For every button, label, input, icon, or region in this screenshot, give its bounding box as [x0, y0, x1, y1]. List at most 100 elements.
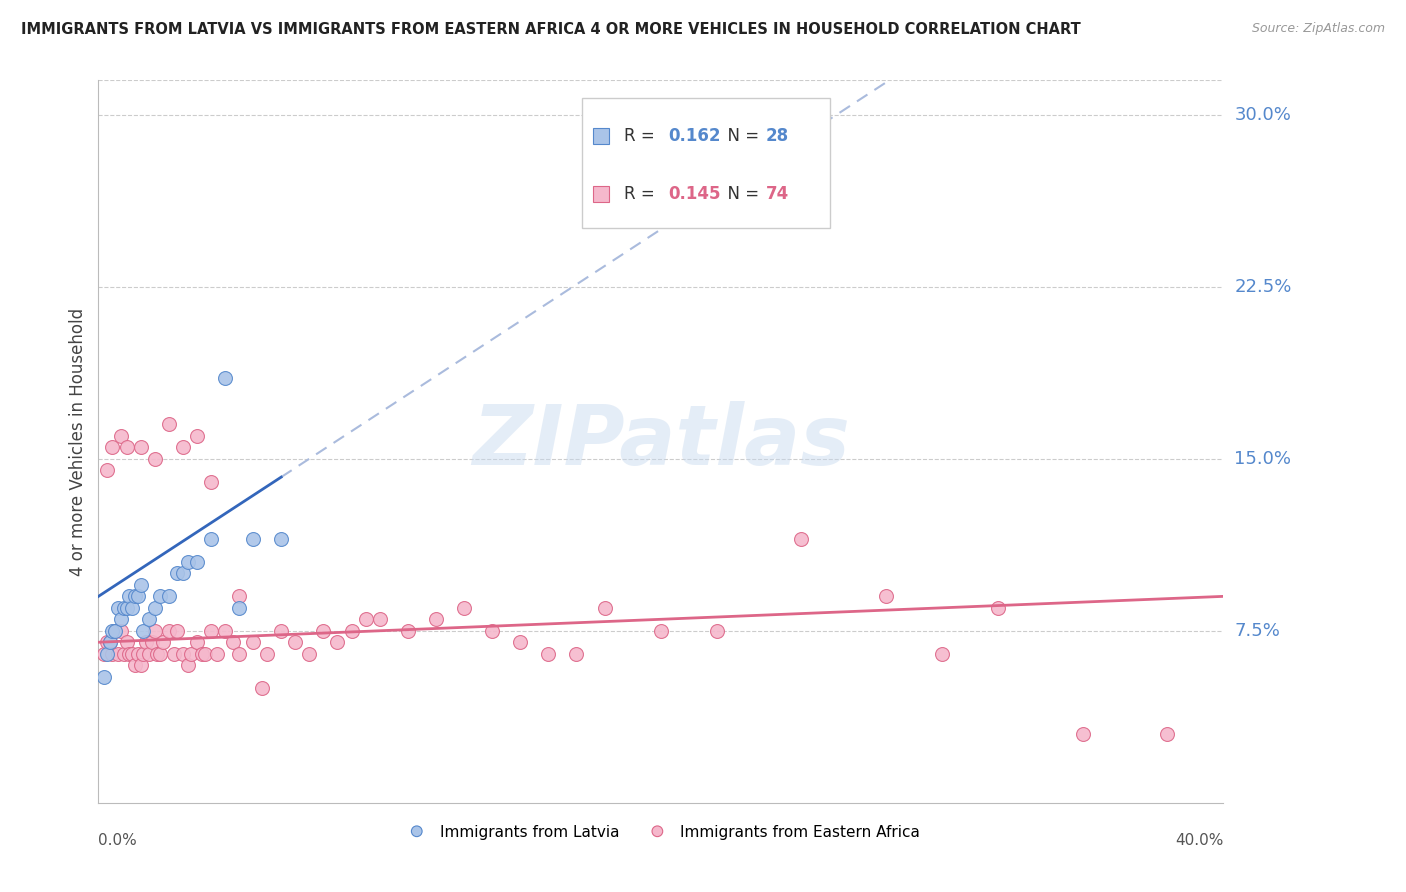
Point [129, 440, 152, 454]
Point [115, 600, 138, 615]
Point [149, 590, 172, 604]
Point [143, 624, 166, 638]
Point [138, 612, 160, 626]
Point [115, 440, 138, 454]
Point [242, 532, 264, 546]
Point [112, 600, 135, 615]
Point [298, 647, 321, 661]
Point [98, 635, 121, 649]
Point [270, 532, 292, 546]
Point [200, 624, 222, 638]
Point [875, 590, 897, 604]
Text: 15.0%: 15.0% [1234, 450, 1291, 467]
Text: N =: N = [717, 185, 765, 203]
Point [141, 635, 163, 649]
Point [146, 647, 169, 661]
Point [138, 647, 160, 661]
Point [101, 440, 124, 454]
Point [1156, 727, 1178, 741]
Point [987, 600, 1010, 615]
Text: 28: 28 [765, 128, 789, 145]
Point [166, 624, 188, 638]
Point [110, 429, 132, 443]
Text: 0.0%: 0.0% [98, 833, 138, 848]
Text: 40.0%: 40.0% [1175, 833, 1223, 848]
Point [177, 555, 200, 569]
Point [107, 647, 129, 661]
Point [194, 647, 217, 661]
Point [312, 624, 335, 638]
Point [186, 635, 208, 649]
Text: 74: 74 [765, 185, 789, 203]
Point [565, 647, 588, 661]
Point [228, 600, 250, 615]
Point [228, 647, 250, 661]
Point [481, 624, 503, 638]
Point [1071, 727, 1094, 741]
Point [186, 555, 208, 569]
Point [172, 647, 194, 661]
Point [129, 578, 152, 592]
Point [593, 600, 616, 615]
Point [143, 600, 166, 615]
Point [509, 635, 531, 649]
Text: 22.5%: 22.5% [1234, 277, 1292, 296]
Point [453, 600, 475, 615]
Point [200, 532, 222, 546]
Point [127, 647, 149, 661]
Point [180, 647, 202, 661]
Point [115, 635, 138, 649]
Point [135, 635, 157, 649]
Point [98, 635, 121, 649]
Point [118, 647, 141, 661]
Point [396, 624, 419, 638]
Point [93, 670, 115, 684]
Point [706, 624, 728, 638]
Point [177, 658, 200, 673]
Point [152, 635, 174, 649]
Point [118, 590, 141, 604]
Point [284, 635, 307, 649]
Text: IMMIGRANTS FROM LATVIA VS IMMIGRANTS FROM EASTERN AFRICA 4 OR MORE VEHICLES IN H: IMMIGRANTS FROM LATVIA VS IMMIGRANTS FRO… [21, 22, 1081, 37]
Text: N =: N = [717, 128, 765, 145]
FancyBboxPatch shape [582, 98, 830, 228]
Point [200, 475, 222, 489]
Point [205, 647, 228, 661]
Text: Source: ZipAtlas.com: Source: ZipAtlas.com [1251, 22, 1385, 36]
Text: 7.5%: 7.5% [1234, 622, 1281, 640]
Point [166, 566, 188, 581]
Point [121, 647, 143, 661]
Text: 0.145: 0.145 [669, 185, 721, 203]
Text: ZIPatlas: ZIPatlas [472, 401, 849, 482]
Point [537, 647, 560, 661]
Legend: Immigrants from Latvia, Immigrants from Eastern Africa: Immigrants from Latvia, Immigrants from … [395, 819, 927, 846]
Point [172, 566, 194, 581]
Point [107, 600, 129, 615]
Point [340, 624, 363, 638]
Point [270, 624, 292, 638]
Point [93, 647, 115, 661]
Point [121, 600, 143, 615]
Point [157, 417, 180, 432]
Point [124, 658, 146, 673]
Point [129, 658, 152, 673]
Point [110, 624, 132, 638]
Point [650, 624, 672, 638]
Point [143, 451, 166, 466]
Point [172, 440, 194, 454]
Point [157, 624, 180, 638]
Point [96, 635, 118, 649]
Point [96, 647, 118, 661]
Point [191, 647, 214, 661]
Text: 30.0%: 30.0% [1234, 105, 1291, 124]
Point [163, 647, 186, 661]
Point [96, 463, 118, 477]
Point [149, 647, 172, 661]
Point [132, 624, 155, 638]
Point [127, 590, 149, 604]
Point [222, 635, 245, 649]
Point [425, 612, 447, 626]
Point [104, 624, 127, 638]
Point [250, 681, 273, 695]
Point [101, 624, 124, 638]
